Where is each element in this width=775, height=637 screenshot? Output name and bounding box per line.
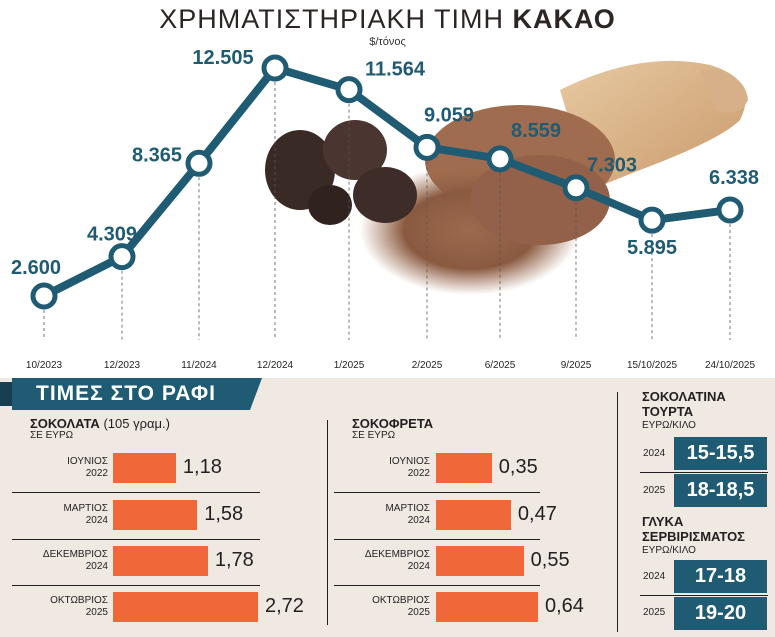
chocolate-unit: ΣΕ ΕΥΡΩ: [30, 430, 74, 441]
data-label: 6.338: [709, 167, 759, 189]
data-point: [562, 174, 590, 202]
bar-category-label: ΔΕΚΕΜΒΡΙΟΣ 2024: [364, 549, 430, 572]
data-point: [486, 145, 514, 173]
x-tick-label: 11/2024: [181, 360, 217, 371]
side-divider: [617, 392, 618, 632]
cocoa-illustration: [265, 60, 748, 295]
bar: [113, 592, 258, 622]
title-bold: ΚΑΚΑΟ: [512, 4, 616, 34]
bar-category-label: ΟΚΤΩΒΡΙΟΣ 2025: [50, 595, 108, 618]
x-tick-label: 1/2025: [334, 360, 365, 371]
bar: [436, 453, 492, 483]
bar-category-label: ΜΑΡΤΙΟΣ 2024: [63, 503, 108, 526]
wafer-unit: ΣΕ ΕΥΡΩ: [352, 430, 396, 441]
x-tick-label: 15/10/2025: [627, 360, 677, 371]
sweets-year-2025: 2025: [643, 607, 666, 618]
bar: [436, 500, 511, 530]
bar-value-label: 2,72: [265, 595, 304, 617]
data-point: [108, 243, 136, 271]
bar-value-label: 0,55: [530, 549, 570, 571]
row-separator: [12, 585, 260, 586]
cake-title: ΣΟΚΟΛΑΤΙΝΑ ΤΟΥΡΤΑ: [642, 389, 726, 419]
data-point: [30, 282, 58, 310]
row-separator: [334, 492, 540, 493]
sweets-year-2024: 2024: [643, 571, 666, 582]
x-tick-label: 2/2025: [412, 360, 443, 371]
data-point: [716, 196, 744, 224]
bar-category-label: ΔΕΚΕΜΒΡΙΟΣ 2024: [42, 549, 108, 572]
data-label: 7.303: [587, 155, 637, 177]
x-tick-label: 24/10/2025: [705, 360, 755, 371]
x-tick-label: 10/2023: [26, 360, 63, 371]
bar-category-label: ΙΟΥΝΙΟΣ 2022: [389, 456, 430, 479]
price-line-chart: 2.600 4.309 8.365 12.505 11.564 9.059 8.559 7.3…: [11, 47, 759, 371]
cake-year-2024: 2024: [643, 448, 666, 459]
bar: [113, 500, 198, 530]
bar: [113, 546, 208, 576]
bar: [436, 546, 524, 576]
data-label: 2.600: [11, 257, 61, 279]
sweets-title: ΓΛΥΚΑ ΣΕΡΒΙΡΙΣΜΑΤΟΣ: [642, 514, 745, 544]
bar-value-label: 1,58: [204, 503, 244, 525]
data-label: 12.505: [192, 47, 253, 69]
row-separator: [12, 492, 260, 493]
cake-price-2024: 15-15,5: [674, 437, 767, 470]
bar-value-label: 1,18: [182, 456, 222, 478]
bar-value-label: 0,47: [517, 503, 557, 525]
sweets-unit: ΕΥΡΩ/ΚΙΛΟ: [642, 545, 696, 556]
price-line: [42, 64, 731, 300]
shelf-banner-title: ΤΙΜΕΣ ΣΤΟ ΡΑΦΙ: [36, 382, 216, 405]
wafer-title: ΣΟΚΟΦΡΕΤΑ: [352, 416, 434, 431]
shelf-banner-shape: [0, 378, 262, 410]
title-regular: ΧΡΗΜΑΤΙΣΤΗΡΙΑΚΗ ΤΙΜΗ: [159, 4, 513, 34]
chart-title: ΧΡΗΜΑΤΙΣΤΗΡΙΑΚΗ ΤΙΜΗ ΚΑΚΑΟ: [0, 4, 775, 35]
bar-category-label: ΙΟΥΝΙΟΣ 2022: [67, 456, 108, 479]
x-tick-label: 9/2025: [561, 360, 592, 371]
sweets-price-2024: 17-18: [674, 560, 767, 593]
chocolate-title: ΣΟΚΟΛΑΤΑ (105 γραμ.): [30, 416, 170, 431]
x-tick-label: 12/2023: [104, 360, 141, 371]
data-label: 5.895: [627, 237, 677, 259]
row-separator: [334, 585, 540, 586]
data-point: [261, 54, 289, 82]
x-tick-label: 6/2025: [485, 360, 516, 371]
data-label: 4.309: [87, 224, 137, 246]
row-separator: [12, 539, 260, 540]
data-point: [185, 149, 213, 177]
row-separator: [640, 472, 768, 473]
bar: [113, 453, 176, 483]
row-separator: [334, 539, 540, 540]
data-point: [413, 133, 441, 161]
data-label: 9.059: [424, 104, 474, 126]
data-label: 11.564: [365, 59, 426, 81]
x-tick-label: 12/2024: [257, 360, 294, 371]
data-label: 8.365: [132, 144, 182, 166]
bar-value-label: 0,64: [545, 595, 584, 617]
bar-value-label: 1,78: [214, 549, 254, 571]
row-separator: [640, 595, 768, 596]
bar-value-label: 0,35: [498, 456, 538, 478]
bar-category-label: ΟΚΤΩΒΡΙΟΣ 2025: [372, 595, 430, 618]
data-point: [335, 76, 363, 104]
cake-price-2025: 18-18,5: [674, 474, 767, 507]
cake-unit: ΕΥΡΩ/ΚΙΛΟ: [642, 420, 696, 431]
bar: [436, 592, 538, 622]
sweets-price-2025: 19-20: [674, 597, 767, 630]
unit-label: $/τόνος: [369, 36, 406, 48]
bar-category-label: ΜΑΡΤΙΟΣ 2024: [385, 503, 430, 526]
section-divider: [327, 420, 328, 625]
cake-year-2025: 2025: [643, 485, 666, 496]
data-point: [638, 206, 666, 234]
data-label: 8.559: [511, 120, 561, 142]
